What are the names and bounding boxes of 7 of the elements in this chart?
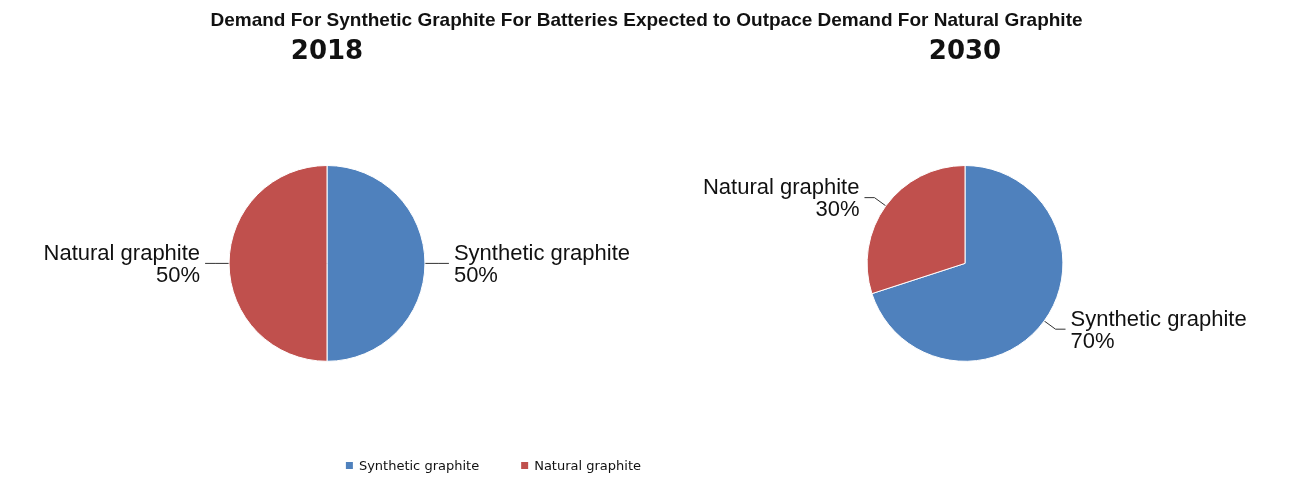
slice-label: Synthetic graphite [453, 239, 631, 265]
text: Demand For Synthetic Graphite For Batteries Expected to Outpace Demand For Natural Graphite [209, 8, 1084, 32]
chart-title: 2030 [928, 35, 1002, 65]
chart-title: 2018 [290, 35, 364, 65]
legend-label: Natural graphite [534, 458, 641, 473]
slice-label: Synthetic graphite [1070, 305, 1247, 331]
legend-label: Synthetic graphite [358, 458, 480, 473]
